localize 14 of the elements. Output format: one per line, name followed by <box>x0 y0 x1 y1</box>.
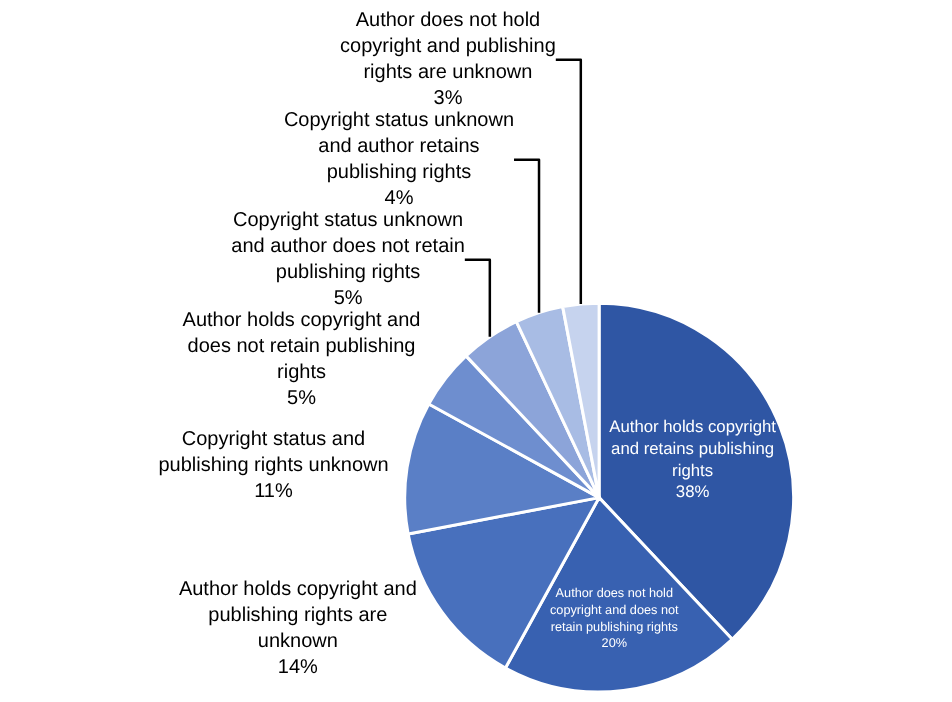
slice-label: Author does not hold copyright and publishing rights are unknown <box>340 9 556 84</box>
slice-label: Author holds copyright and does not retain publishing rights <box>182 309 421 384</box>
slice-label: Author holds copyright and retains publishing rights <box>609 415 778 480</box>
data-label: 4% <box>384 187 414 210</box>
data-label: 5% <box>333 287 363 310</box>
data-label: 38% <box>675 481 711 502</box>
slice-label: Author holds copyright and publishing rights are unknown <box>178 579 417 654</box>
data-label: 11% <box>254 481 293 504</box>
slice-label: Copyright status unknown and author retains publishing rights <box>283 109 515 184</box>
data-label: 14% <box>277 657 319 680</box>
data-label: 3% <box>433 87 463 110</box>
slice-label: Copyright status and publishing rights unknown <box>158 429 389 478</box>
data-label: 5% <box>287 387 317 410</box>
slice-label: Copyright status unknown and author does not retain publishing rights <box>231 209 465 284</box>
